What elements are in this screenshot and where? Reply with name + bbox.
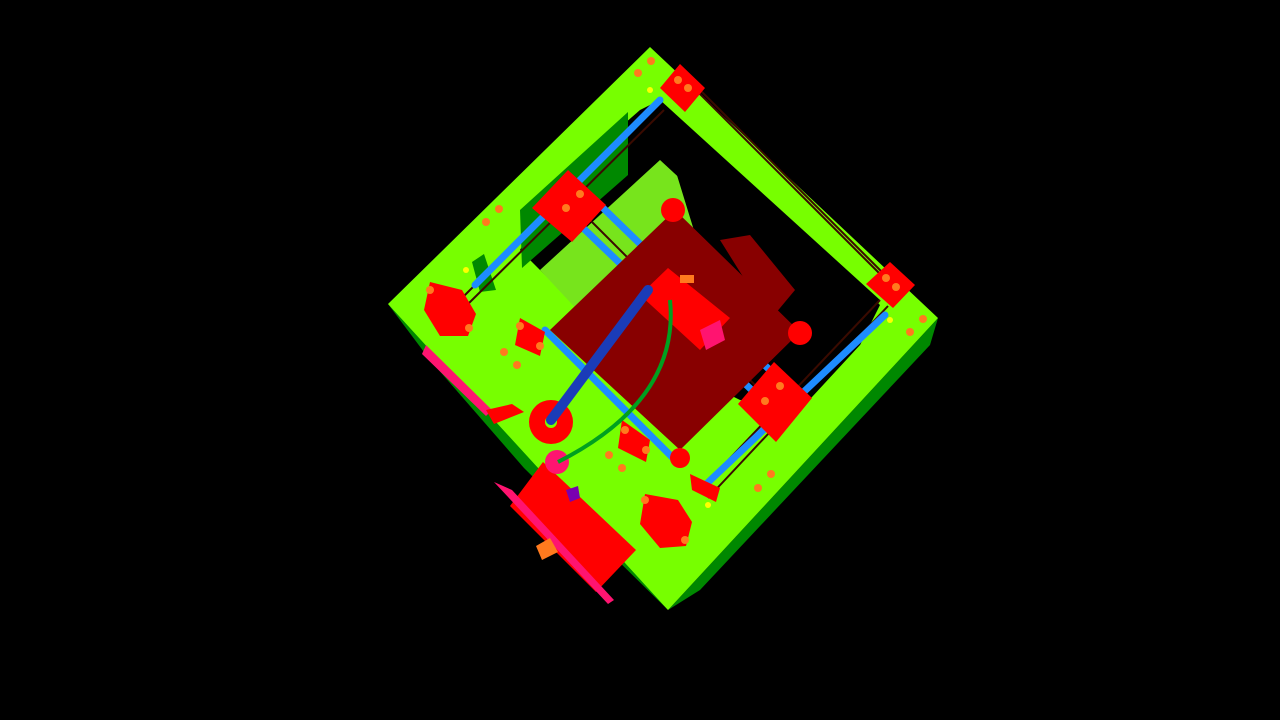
render-part (767, 470, 775, 478)
render-part (482, 218, 490, 226)
render-part (919, 315, 927, 323)
render-part (906, 328, 914, 336)
render-part (892, 283, 900, 291)
bed-gear-right (788, 321, 812, 345)
render-part (465, 324, 473, 332)
render-part (776, 382, 784, 390)
extruder-gear (545, 450, 569, 474)
render-part (634, 69, 642, 77)
render-part (500, 348, 508, 356)
render-part (641, 496, 649, 504)
bed-gear-top (661, 198, 685, 222)
render-part (513, 361, 521, 369)
render-part (754, 484, 762, 492)
render-part (684, 84, 692, 92)
render-part (882, 274, 890, 282)
render-part (705, 502, 711, 508)
render-part (516, 322, 524, 330)
render-part (621, 426, 629, 434)
render-part (761, 397, 769, 405)
bed-gear-bottom (670, 448, 690, 468)
render-part (887, 317, 893, 323)
render-part (495, 205, 503, 213)
render-part (647, 87, 653, 93)
hotend-part (680, 275, 694, 283)
render-part (618, 464, 626, 472)
render-part (562, 204, 570, 212)
render-part (681, 536, 689, 544)
render-part (674, 76, 682, 84)
render-part (536, 342, 544, 350)
render-part (605, 451, 613, 459)
render-part (576, 190, 584, 198)
render-part (647, 57, 655, 65)
render-part (642, 446, 650, 454)
render-part (463, 267, 469, 273)
render-part (426, 286, 434, 294)
